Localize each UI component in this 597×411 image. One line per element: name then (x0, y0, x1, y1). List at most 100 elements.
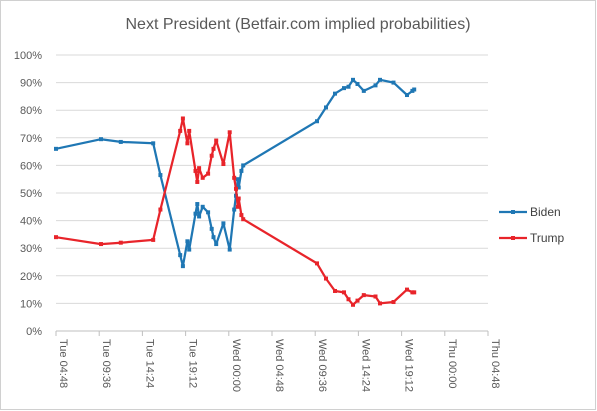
chart-title: Next President (Betfair.com implied prob… (125, 16, 470, 33)
data-point-trump (158, 207, 163, 212)
data-point-biden (378, 77, 382, 82)
data-point-trump (118, 240, 123, 245)
data-point-biden (214, 242, 219, 247)
gridlines (56, 54, 488, 304)
axes: 0% 10% 20% 30% 40% 50% 60% 70% 80% 90% 100% Tue 04:… (14, 50, 501, 392)
x-tick-label: Wed 09:36 (316, 339, 328, 392)
data-point-biden (195, 202, 200, 207)
legend-marker-trump (511, 236, 515, 240)
data-point-biden (355, 81, 360, 86)
data-point-biden (373, 83, 378, 88)
x-tick-label: Wed 19:12 (403, 339, 415, 392)
data-point-trump (351, 302, 355, 307)
legend: Biden Trump (499, 205, 565, 245)
series-line-biden (54, 78, 416, 268)
data-point-trump (185, 141, 190, 146)
data-point-trump (227, 130, 232, 135)
data-point-trump (234, 186, 238, 191)
x-tick-label: Tue 19:12 (187, 339, 199, 388)
data-point-biden (324, 105, 328, 110)
data-point-trump (195, 179, 200, 184)
data-point-trump (346, 297, 351, 302)
legend-label-biden: Biden (530, 205, 561, 219)
data-point-biden (99, 137, 103, 142)
y-tick-label: 90% (20, 78, 42, 90)
data-point-biden (211, 235, 216, 240)
x-tick-label: Wed 04:48 (273, 339, 285, 392)
data-point-trump (361, 293, 366, 298)
data-point-biden (54, 146, 58, 151)
data-point-biden (235, 177, 240, 182)
y-tick-label: 10% (20, 298, 42, 310)
data-point-trump (378, 301, 382, 306)
data-point-trump (315, 261, 319, 266)
data-point-biden (221, 221, 226, 226)
data-point-biden (178, 253, 183, 258)
data-point-trump (324, 276, 328, 281)
data-point-trump (236, 196, 241, 201)
data-point-trump (211, 146, 216, 151)
data-point-biden (185, 239, 190, 244)
data-point-biden (346, 84, 351, 89)
data-point-trump (412, 290, 417, 295)
data-point-trump (239, 213, 244, 218)
data-point-trump (99, 242, 103, 247)
data-point-biden (361, 88, 366, 93)
data-point-biden (391, 80, 396, 85)
y-tick-label: 100% (14, 50, 42, 62)
data-point-trump (405, 287, 409, 292)
data-point-biden (180, 264, 185, 269)
data-point-biden (241, 163, 246, 168)
x-tick-label: Tue 09:36 (100, 339, 112, 388)
y-tick-label: 30% (20, 243, 42, 255)
data-point-trump (193, 168, 198, 173)
data-point-biden (412, 87, 417, 92)
data-point-trump (187, 128, 192, 133)
y-tick-label: 0% (26, 326, 42, 338)
x-tick-label: Tue 14:24 (143, 339, 155, 388)
data-point-trump (235, 204, 240, 209)
data-point-biden (239, 168, 244, 173)
series-lines (54, 77, 417, 307)
data-point-trump (391, 300, 396, 305)
data-point-biden (209, 226, 214, 231)
x-tick-label: Tue 04:48 (57, 339, 69, 388)
data-point-trump (221, 162, 226, 167)
data-point-biden (193, 211, 198, 216)
data-point-trump (214, 138, 219, 143)
data-point-trump (241, 217, 246, 222)
x-tick-label: Thu 00:00 (446, 339, 458, 389)
data-point-biden (405, 93, 409, 98)
y-tick-label: 40% (20, 216, 42, 228)
data-point-biden (315, 119, 319, 124)
data-point-trump (180, 116, 185, 121)
data-point-biden (342, 86, 346, 91)
data-point-biden (351, 77, 355, 82)
x-tick-label: Wed 14:24 (359, 339, 371, 392)
legend-marker-biden (511, 210, 515, 214)
data-point-trump (373, 294, 378, 299)
legend-label-trump: Trump (530, 231, 565, 245)
data-point-biden (206, 210, 211, 215)
x-tick-label: Wed 00:00 (230, 339, 242, 392)
data-point-biden (236, 185, 241, 190)
data-point-biden (227, 247, 232, 252)
y-tick-label: 20% (20, 271, 42, 283)
data-point-biden (118, 139, 123, 144)
data-point-trump (355, 298, 360, 303)
y-tick-label: 50% (20, 188, 42, 200)
data-point-trump (209, 153, 214, 158)
x-tick-label: Thu 04:48 (489, 339, 501, 389)
y-tick-label: 80% (20, 105, 42, 117)
data-point-trump (333, 288, 337, 293)
data-point-biden (232, 207, 237, 212)
data-point-biden (187, 247, 192, 252)
data-point-trump (151, 237, 156, 242)
data-point-biden (333, 91, 337, 96)
data-point-biden (158, 173, 163, 178)
data-point-trump (206, 171, 211, 176)
data-point-trump (54, 235, 58, 240)
data-point-trump (342, 290, 346, 295)
